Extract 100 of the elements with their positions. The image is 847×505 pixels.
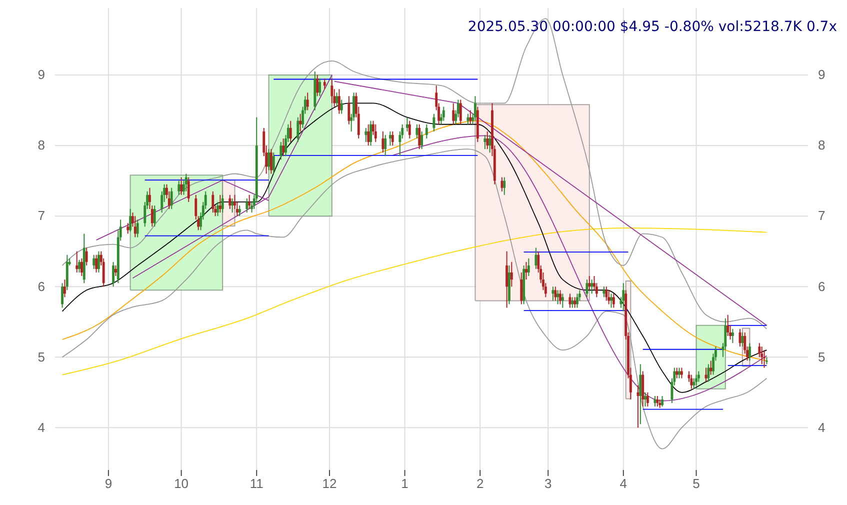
x-tick-label: 4 [620, 476, 628, 492]
candlestick [323, 78, 326, 90]
candlestick [731, 328, 734, 344]
candlestick [760, 346, 764, 365]
candlestick [452, 102, 455, 125]
candlestick [608, 290, 610, 305]
candlestick [228, 194, 232, 210]
candlestick [306, 92, 309, 111]
text: 2025.05.30 00:00:00 $4.95 -0.80% vol:5218.7K 0.7x [468, 19, 837, 35]
candlestick [98, 250, 100, 274]
candlestick [527, 258, 530, 277]
x-tick-label: 2 [476, 476, 484, 492]
candlestick [500, 176, 504, 192]
candlestick [559, 290, 562, 305]
candlestick [238, 204, 241, 217]
y2-tick-label: 5 [818, 349, 826, 364]
x-tick-label: 9 [104, 476, 112, 492]
candlestick [678, 367, 680, 379]
candlestick [316, 74, 319, 97]
candlestick [503, 176, 506, 196]
candlestick [212, 190, 214, 214]
candlestick [656, 395, 659, 408]
candlestick [406, 116, 408, 132]
candlestick [64, 279, 66, 298]
candlestick [85, 247, 88, 266]
candlestick [126, 222, 130, 234]
candlestick [231, 198, 234, 214]
candlestick [726, 314, 730, 336]
candlestick [61, 282, 64, 308]
candlestick [272, 152, 275, 174]
candlestick [602, 286, 606, 298]
y2-tick-label: 9 [818, 67, 826, 82]
y-tick-label: 6 [38, 278, 45, 294]
y2-tick-label: 4 [818, 420, 826, 435]
candlestick [187, 176, 190, 202]
candlestick [612, 293, 615, 308]
candlestick [534, 247, 538, 270]
candlestick [646, 392, 649, 408]
candlestick [348, 96, 350, 125]
candlestick [605, 286, 608, 302]
candlestick [246, 198, 248, 214]
candlestick [488, 134, 492, 154]
candlestick [418, 124, 421, 150]
candlestick [506, 250, 508, 308]
x-tick-label: 12 [322, 476, 337, 492]
candlestick [280, 142, 282, 160]
candlestick [153, 204, 156, 228]
candlestick [680, 367, 683, 379]
candlestick [76, 250, 78, 274]
x-tick-label: 5 [692, 476, 700, 492]
candlestick [554, 286, 557, 302]
candlestick [282, 138, 285, 157]
candlestick [661, 395, 664, 408]
candlestick [289, 120, 292, 143]
y-tick-label: 7 [38, 208, 45, 224]
candlestick [248, 194, 251, 210]
candlestick [78, 259, 81, 274]
candlestick [525, 261, 528, 280]
candlestick [129, 208, 132, 232]
candlestick [95, 254, 98, 274]
candlestick [459, 99, 462, 125]
candlestick [610, 293, 612, 308]
candlestick [590, 279, 594, 294]
candlestick [270, 148, 272, 174]
candlestick [336, 92, 338, 108]
candlestick [556, 290, 560, 305]
candlestick [268, 148, 270, 171]
candlestick [486, 130, 489, 150]
y2-tick-label: 6 [818, 278, 826, 294]
candlestick [416, 124, 418, 139]
candlestick [184, 173, 188, 192]
candlestick [520, 272, 523, 305]
candlestick [510, 261, 513, 288]
candlestick [382, 130, 384, 154]
candlestick [391, 130, 394, 146]
candlestick [763, 350, 766, 368]
candlestick [469, 110, 472, 125]
candlestick [622, 282, 625, 312]
x-tick-label: 11 [250, 476, 264, 492]
x-tick-label: 1 [401, 476, 408, 492]
line-series [62, 102, 768, 393]
candlestick [180, 176, 183, 196]
line-series [62, 228, 768, 376]
candlestick [374, 124, 377, 143]
candlestick [695, 374, 698, 386]
candlestick [586, 279, 588, 298]
candlestick [408, 120, 411, 139]
candlestick [474, 96, 476, 122]
candlestick [484, 134, 486, 150]
candlestick [384, 134, 387, 157]
candlestick [676, 367, 678, 379]
candlestick [741, 332, 744, 348]
candlestick [574, 296, 576, 308]
candlestick [364, 127, 368, 143]
candlestick [114, 264, 117, 277]
candlestick [710, 360, 712, 376]
candlestick [170, 187, 173, 210]
y-tick-label: 8 [38, 138, 45, 153]
line-series [62, 120, 768, 362]
candlestick [697, 370, 700, 382]
